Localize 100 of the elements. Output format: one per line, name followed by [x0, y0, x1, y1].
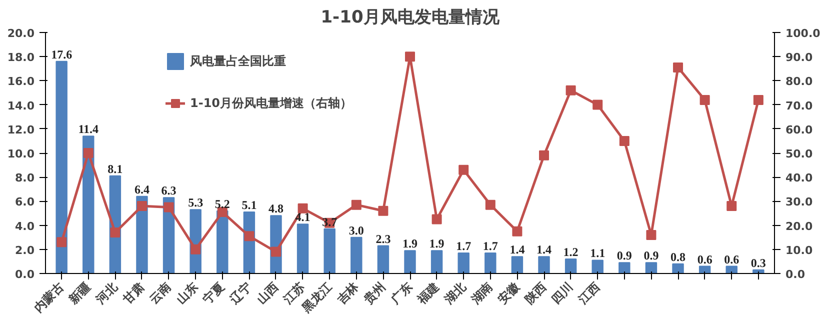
data-label: 1.7 [482, 239, 498, 254]
point [136, 201, 147, 212]
point [244, 231, 254, 242]
point [512, 226, 522, 236]
point [646, 230, 656, 240]
y2-tick-label: 40.0 [786, 172, 813, 185]
bar [56, 60, 68, 274]
x-tick-label: 吉林 [334, 278, 362, 308]
y-tick-label: 14.0 [7, 99, 35, 112]
bar [430, 250, 443, 274]
y-tick-label: 16.0 [7, 75, 35, 88]
point [378, 206, 388, 216]
y-tick-label: 8.0 [15, 172, 35, 185]
point [566, 85, 576, 96]
data-label: 2.3 [376, 232, 391, 246]
y2-tick-label: 60.0 [786, 123, 813, 136]
x-tick-label: 甘肃 [119, 280, 147, 308]
data-label: 4.8 [268, 202, 284, 216]
data-label: 0.9 [644, 248, 659, 263]
x-tick-label: 贵州 [360, 280, 388, 308]
x-tick-label: 广东 [387, 280, 415, 308]
point [405, 52, 415, 62]
x-tick-label: 河北 [92, 278, 121, 308]
y2-tick-label: 0.0 [786, 268, 806, 281]
y-tick-label: 4.0 [15, 220, 35, 233]
bar [404, 250, 416, 274]
data-label: 3.0 [348, 223, 364, 238]
point [270, 246, 281, 257]
x-tick-label: 宁夏 [200, 280, 228, 306]
bar [484, 252, 496, 274]
data-label: 1.1 [590, 246, 606, 260]
x-tick-label: 云南 [146, 280, 174, 306]
bar [645, 262, 658, 274]
y2-tick-label: 100.0 [786, 27, 821, 40]
x-tick-label: 湖北 [440, 278, 470, 308]
bar [592, 260, 604, 274]
point [190, 244, 201, 254]
point [164, 202, 174, 212]
data-label: 0.9 [616, 248, 632, 263]
x-tick-label: 安徽 [495, 278, 523, 306]
y-tick-label: 0.0 [15, 268, 35, 281]
point [83, 148, 94, 158]
x-tick-label: 山东 [174, 280, 201, 306]
point [458, 164, 469, 175]
bar [296, 224, 309, 274]
data-label: 6.4 [134, 182, 150, 196]
bar [377, 245, 390, 274]
data-label: 0.3 [750, 256, 766, 270]
point [351, 200, 362, 210]
y2-tick-label: 80.0 [786, 75, 813, 88]
chart-title: 1-10月风电发电量情况 [320, 8, 500, 28]
data-label: 11.4 [78, 122, 99, 136]
point [619, 136, 630, 146]
data-label: 0.8 [670, 250, 686, 264]
data-label: 1.9 [402, 236, 418, 251]
point [726, 201, 737, 212]
point [673, 62, 684, 72]
x-tick-label: 福建 [414, 280, 442, 308]
bar [324, 228, 336, 274]
bar [618, 262, 630, 274]
data-label: 1.7 [456, 239, 472, 254]
x-tick-label: 四川 [548, 280, 576, 306]
data-label: 1.2 [563, 245, 578, 260]
point [700, 94, 710, 105]
x-tick-label: 江西 [574, 280, 603, 308]
x-tick-label: 湖南 [468, 280, 496, 308]
y-tick-label: 20.0 [7, 27, 35, 40]
data-label: 5.3 [188, 196, 204, 210]
y2-tick-label: 70.0 [786, 99, 813, 112]
y-tick-label: 12.0 [7, 123, 35, 136]
y2-tick-label: 50.0 [786, 148, 813, 160]
data-label: 1.9 [429, 236, 444, 251]
data-label: 6.3 [161, 184, 176, 198]
x-tick-label: 山西 [254, 280, 281, 306]
data-label: 8.1 [108, 162, 123, 176]
point [110, 228, 120, 238]
legend-label: 1-10月份风电量增速（右轴） [190, 94, 352, 112]
x-tick-label: 内蒙古 [31, 280, 67, 315]
bar [538, 256, 550, 274]
point [432, 214, 442, 224]
bar [350, 236, 362, 274]
y2-tick-label: 30.0 [786, 196, 813, 209]
bar [458, 252, 470, 274]
data-label: 0.6 [697, 252, 712, 266]
data-label: 17.6 [51, 47, 72, 62]
bar [564, 258, 577, 274]
y-tick-label: 18.0 [7, 51, 35, 64]
data-label: 1.4 [510, 242, 525, 257]
legend-label: 风电量占全国比重 [190, 52, 286, 70]
point [753, 94, 764, 105]
data-label: 0.6 [724, 252, 740, 266]
y-tick-label: 10.0 [7, 148, 35, 160]
point [56, 237, 67, 248]
point [485, 200, 496, 210]
y2-tick-label: 20.0 [786, 220, 813, 233]
bar [672, 263, 684, 274]
point [539, 150, 550, 160]
x-tick-label: 新疆 [66, 280, 94, 308]
y-tick-label: 6.0 [15, 196, 35, 209]
x-tick-label: 辽宁 [226, 280, 254, 308]
